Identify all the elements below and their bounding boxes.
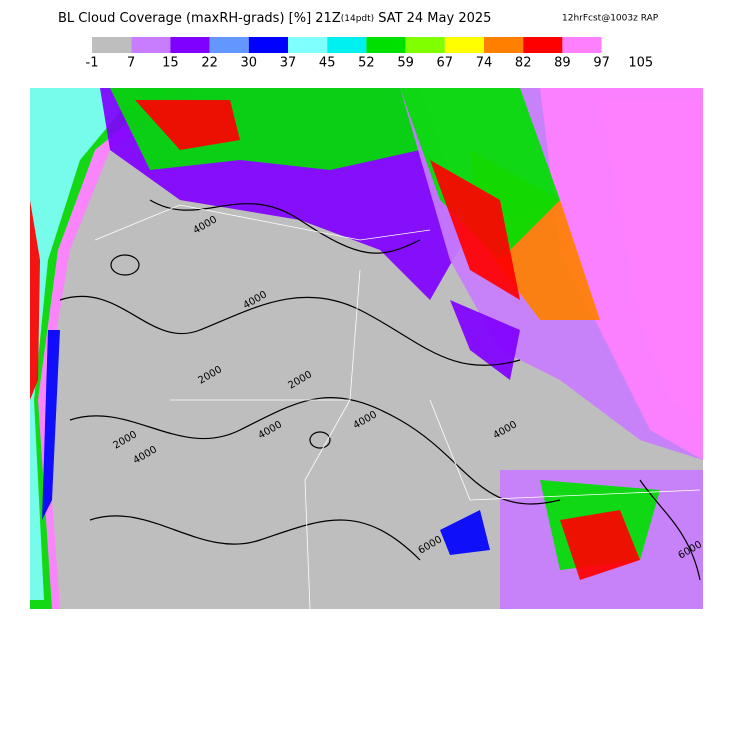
- colorbar-label: 30: [241, 56, 258, 71]
- cloud-field: [30, 88, 703, 609]
- colorbar-swatch: [562, 37, 602, 53]
- title-local-time: (14pdt): [341, 14, 374, 24]
- cloud-area: [42, 330, 60, 520]
- cloud-area: [600, 100, 703, 420]
- colorbar-label: 22: [201, 56, 218, 71]
- colorbar-swatch: [444, 37, 484, 53]
- title-date: SAT 24 May 2025: [378, 11, 491, 26]
- cloud-area: [30, 200, 40, 400]
- colorbar-swatch: [209, 37, 249, 53]
- colorbar-label: 89: [554, 56, 571, 71]
- cloud-area: [440, 510, 490, 555]
- colorbar-swatch: [92, 37, 132, 53]
- colorbar-swatch: [405, 37, 445, 53]
- contour-line: [59, 295, 521, 366]
- colorbar-label: 45: [319, 56, 336, 71]
- cloud-area: [30, 88, 200, 609]
- contour-line: [309, 431, 331, 449]
- colorbar-label: 74: [476, 56, 493, 71]
- colorbar-label: 97: [593, 56, 610, 71]
- cloud-area: [450, 300, 520, 380]
- forecast-info: 12hrFcst@1003z RAP: [562, 14, 659, 24]
- colorbar-swatch: [484, 37, 524, 53]
- contour-line: [69, 397, 561, 505]
- colorbar-label: 67: [437, 56, 454, 71]
- cloud-area: [30, 88, 140, 600]
- contour-line: [149, 199, 421, 254]
- colorbar-swatch: [366, 37, 406, 53]
- cloud-area: [30, 88, 170, 609]
- contour-line: [89, 515, 421, 561]
- colorbar-label: 7: [127, 56, 135, 71]
- cloud-area: [430, 160, 520, 300]
- colorbar-swatch: [523, 37, 563, 53]
- colorbar-swatch: [131, 37, 171, 53]
- colorbar-swatch: [170, 37, 210, 53]
- title-main: BL Cloud Coverage (maxRH-grads) [%] 21Z: [58, 11, 341, 26]
- colorbar: -1 7 15 22 30 37 45 52 59 67 74 82 89 97 105: [86, 37, 653, 71]
- colorbar-label: 37: [280, 56, 297, 71]
- colorbar-label: 15: [162, 56, 179, 71]
- cloud-area: [135, 100, 240, 150]
- border-line: [304, 269, 361, 609]
- colorbar-label: -1: [86, 56, 99, 71]
- title: BL Cloud Coverage (maxRH-grads) [%] 21Z(…: [58, 11, 491, 26]
- border-line: [94, 204, 431, 241]
- borders: [94, 204, 701, 609]
- colorbar-label: 52: [358, 56, 375, 71]
- colorbar-swatch: [327, 37, 367, 53]
- contours: [59, 199, 701, 581]
- contour-line: [639, 479, 701, 581]
- border-line: [429, 399, 701, 501]
- cloud-area: [400, 88, 560, 260]
- colorbar-label: 59: [397, 56, 414, 71]
- colorbar-swatch: [248, 37, 288, 53]
- colorbar-swatch: [288, 37, 328, 53]
- cloud-area: [560, 510, 640, 580]
- contour-line: [110, 254, 140, 276]
- colorbar-label: 82: [515, 56, 532, 71]
- colorbar-label: 105: [628, 56, 653, 71]
